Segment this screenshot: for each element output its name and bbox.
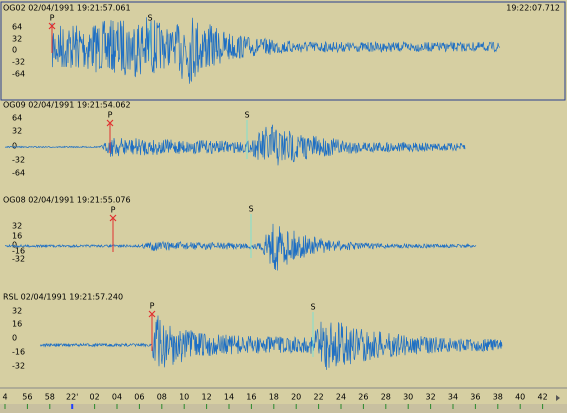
selected-panel-border [0, 1, 566, 101]
time-label: 18 [269, 393, 279, 402]
time-label: 24 [336, 393, 346, 402]
y-tick-label: 16 [12, 232, 22, 241]
time-label: 36 [470, 393, 480, 402]
time-label: 28 [381, 393, 391, 402]
time-label: 22' [66, 393, 78, 402]
y-tick-label: 32 [12, 127, 22, 136]
trace-label: OG02 02/04/1991 19:21:57.061 [3, 4, 131, 13]
time-label: 22 [314, 393, 324, 402]
time-label: 26 [358, 393, 368, 402]
y-tick-label: 32 [12, 222, 22, 231]
time-label: 42 [538, 393, 548, 402]
time-label: 56 [22, 393, 32, 402]
scroll-arrow[interactable] [556, 395, 560, 401]
trace-end-time: 19:22:07.712 [506, 4, 560, 13]
time-label: 02 [90, 393, 100, 402]
pick-label: P [108, 111, 113, 120]
waveform [51, 17, 501, 84]
pick-label: S [310, 303, 315, 312]
y-tick-label: -64 [12, 169, 25, 178]
trace-label: OG08 02/04/1991 19:21:55.076 [3, 196, 131, 205]
y-tick-label: 32 [12, 307, 22, 316]
pick-label: S [248, 205, 253, 214]
time-label: 32 [426, 393, 436, 402]
y-tick-label: -16 [12, 247, 25, 256]
time-label: 58 [45, 393, 55, 402]
y-tick-label: -32 [12, 156, 25, 165]
y-tick-label: 64 [12, 23, 22, 32]
y-tick-label: 0 [12, 46, 17, 55]
time-label: 38 [493, 393, 503, 402]
waveform [4, 223, 477, 271]
pick-label: S [244, 111, 249, 120]
time-label: 10 [179, 393, 189, 402]
time-label: 08 [157, 393, 167, 402]
time-label: 4 [2, 393, 7, 402]
y-tick-label: 0 [12, 334, 17, 343]
y-tick-label: 32 [12, 35, 22, 44]
y-tick-label: -32 [12, 362, 25, 371]
time-label: 20 [291, 393, 301, 402]
pick-label: P [50, 14, 55, 23]
y-tick-label: -32 [12, 58, 25, 67]
y-tick-label: -16 [12, 348, 25, 357]
time-label: 34 [448, 393, 458, 402]
waveform [39, 315, 503, 370]
trace-label: OG09 02/04/1991 19:21:54.062 [3, 101, 131, 110]
trace-label: RSL 02/04/1991 19:21:57.240 [3, 293, 123, 302]
pick-label: S [147, 14, 152, 23]
y-tick-label: 64 [12, 114, 22, 123]
time-label: 14 [224, 393, 234, 402]
time-label: 40 [515, 393, 525, 402]
pick-label: P [150, 302, 155, 311]
pick-label: P [111, 206, 116, 215]
waveform [4, 124, 466, 166]
time-label: 16 [246, 393, 256, 402]
bottom-strip [0, 404, 567, 413]
y-tick-label: -32 [12, 255, 25, 264]
time-label: 30 [403, 393, 413, 402]
time-label: 04 [112, 393, 122, 402]
time-label: 12 [202, 393, 212, 402]
time-label: 06 [134, 393, 144, 402]
y-tick-label: 16 [12, 320, 22, 329]
y-tick-label: -64 [12, 70, 25, 79]
